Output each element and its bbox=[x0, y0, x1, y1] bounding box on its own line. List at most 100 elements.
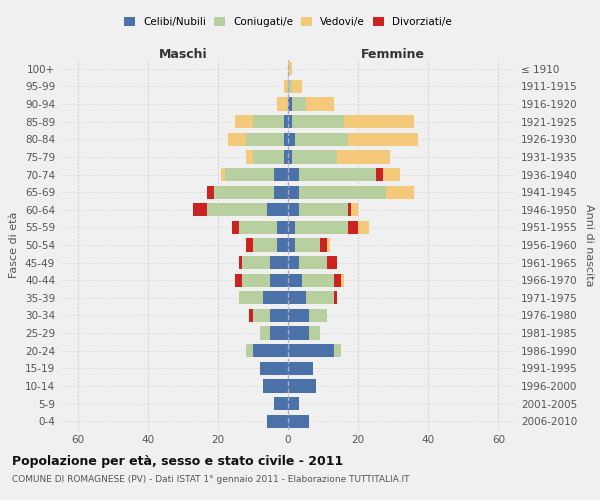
Bar bbox=[299, 256, 326, 269]
Bar bbox=[288, 168, 299, 181]
Bar bbox=[284, 80, 288, 93]
Bar bbox=[274, 168, 288, 181]
Bar bbox=[242, 274, 271, 287]
Bar bbox=[292, 80, 302, 93]
Bar bbox=[347, 221, 358, 234]
Bar bbox=[299, 168, 376, 181]
Bar bbox=[288, 186, 299, 198]
Bar bbox=[292, 115, 344, 128]
Bar bbox=[288, 150, 292, 164]
Bar bbox=[267, 203, 288, 216]
Bar bbox=[326, 256, 337, 269]
Bar bbox=[386, 186, 414, 198]
Bar bbox=[358, 221, 368, 234]
Bar bbox=[225, 168, 274, 181]
Bar bbox=[208, 186, 214, 198]
Bar bbox=[235, 115, 253, 128]
Legend: Celibi/Nubili, Coniugati/e, Vedovi/e, Divorziati/e: Celibi/Nubili, Coniugati/e, Vedovi/e, Di… bbox=[124, 17, 452, 27]
Bar bbox=[305, 98, 334, 110]
Bar bbox=[288, 291, 305, 304]
Bar bbox=[253, 115, 284, 128]
Bar bbox=[288, 344, 334, 358]
Bar bbox=[235, 274, 242, 287]
Bar bbox=[260, 326, 271, 340]
Y-axis label: Fasce di età: Fasce di età bbox=[10, 212, 19, 278]
Bar bbox=[376, 168, 383, 181]
Bar bbox=[288, 414, 309, 428]
Bar bbox=[288, 362, 313, 375]
Bar bbox=[292, 98, 305, 110]
Bar bbox=[277, 98, 288, 110]
Bar bbox=[288, 397, 299, 410]
Bar bbox=[334, 291, 337, 304]
Bar bbox=[309, 326, 320, 340]
Bar bbox=[253, 309, 271, 322]
Bar bbox=[292, 150, 337, 164]
Bar bbox=[344, 115, 414, 128]
Text: Femmine: Femmine bbox=[361, 48, 425, 61]
Bar bbox=[229, 132, 246, 146]
Bar bbox=[288, 132, 295, 146]
Bar bbox=[253, 344, 288, 358]
Bar bbox=[263, 291, 288, 304]
Bar bbox=[267, 414, 288, 428]
Bar bbox=[341, 274, 344, 287]
Bar bbox=[271, 309, 288, 322]
Bar bbox=[277, 238, 288, 252]
Bar bbox=[288, 238, 295, 252]
Bar bbox=[274, 186, 288, 198]
Bar bbox=[284, 115, 288, 128]
Bar bbox=[246, 150, 253, 164]
Bar bbox=[232, 221, 239, 234]
Bar bbox=[288, 326, 309, 340]
Bar bbox=[326, 238, 330, 252]
Bar bbox=[288, 62, 292, 76]
Bar bbox=[250, 309, 253, 322]
Bar bbox=[383, 168, 400, 181]
Bar bbox=[277, 221, 288, 234]
Bar bbox=[271, 256, 288, 269]
Bar bbox=[295, 221, 347, 234]
Bar bbox=[253, 238, 277, 252]
Bar bbox=[299, 186, 386, 198]
Bar bbox=[288, 98, 292, 110]
Bar bbox=[246, 132, 284, 146]
Bar bbox=[214, 186, 274, 198]
Bar bbox=[288, 203, 299, 216]
Bar bbox=[347, 132, 418, 146]
Bar bbox=[347, 203, 351, 216]
Bar bbox=[305, 291, 334, 304]
Bar bbox=[320, 238, 326, 252]
Bar bbox=[263, 380, 288, 392]
Bar bbox=[253, 150, 284, 164]
Bar bbox=[239, 256, 242, 269]
Bar bbox=[239, 221, 277, 234]
Bar bbox=[295, 132, 347, 146]
Bar bbox=[288, 221, 295, 234]
Bar bbox=[288, 115, 292, 128]
Bar bbox=[295, 238, 320, 252]
Bar bbox=[260, 362, 288, 375]
Bar bbox=[288, 380, 316, 392]
Bar bbox=[284, 132, 288, 146]
Bar bbox=[351, 203, 358, 216]
Bar bbox=[271, 326, 288, 340]
Bar bbox=[337, 150, 390, 164]
Bar bbox=[274, 397, 288, 410]
Bar bbox=[221, 168, 225, 181]
Bar bbox=[334, 344, 341, 358]
Bar bbox=[288, 256, 299, 269]
Bar bbox=[246, 238, 253, 252]
Bar bbox=[302, 274, 334, 287]
Bar bbox=[299, 203, 347, 216]
Y-axis label: Anni di nascita: Anni di nascita bbox=[584, 204, 594, 286]
Bar bbox=[208, 203, 267, 216]
Bar bbox=[271, 274, 288, 287]
Bar bbox=[284, 150, 288, 164]
Bar bbox=[246, 344, 253, 358]
Bar bbox=[288, 309, 309, 322]
Bar bbox=[193, 203, 208, 216]
Bar bbox=[309, 309, 326, 322]
Bar bbox=[288, 80, 292, 93]
Bar bbox=[242, 256, 271, 269]
